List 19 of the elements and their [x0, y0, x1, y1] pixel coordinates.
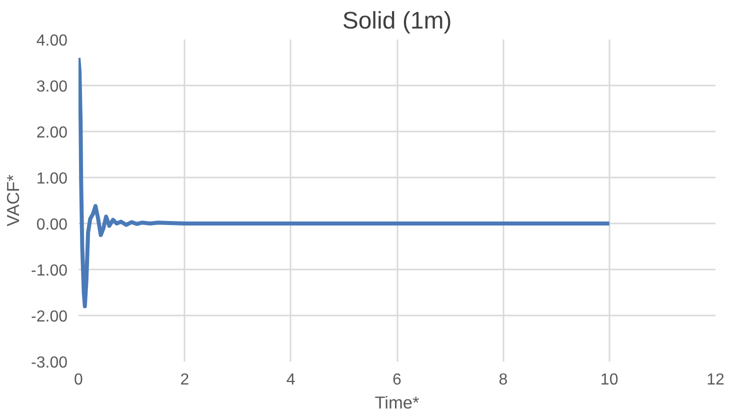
x-tick-label: 0: [74, 372, 84, 388]
chart-title: Solid (1m): [342, 8, 452, 34]
y-tick-label: 0.00: [36, 216, 68, 234]
y-tick-label: 4.00: [36, 32, 68, 50]
y-tick-label: -3.00: [31, 354, 68, 372]
x-tick-label: 6: [392, 372, 402, 388]
line-series: [78, 56, 612, 308]
x-tick-label: 2: [180, 372, 190, 388]
y-tick-label: 3.00: [36, 78, 68, 96]
y-tick-label: -2.00: [31, 308, 68, 326]
x-tick-label: 10: [600, 372, 618, 388]
y-tick-label: 2.00: [36, 124, 68, 142]
y-axis-title: VACF*: [3, 174, 24, 226]
x-tick-label: 8: [498, 372, 508, 388]
y-tick-label: -1.00: [31, 262, 68, 280]
x-tick-label: 12: [706, 372, 724, 388]
x-tick-label: 4: [286, 372, 296, 388]
x-axis-title: Time*: [374, 392, 420, 412]
y-tick-label: 1.00: [36, 170, 68, 188]
